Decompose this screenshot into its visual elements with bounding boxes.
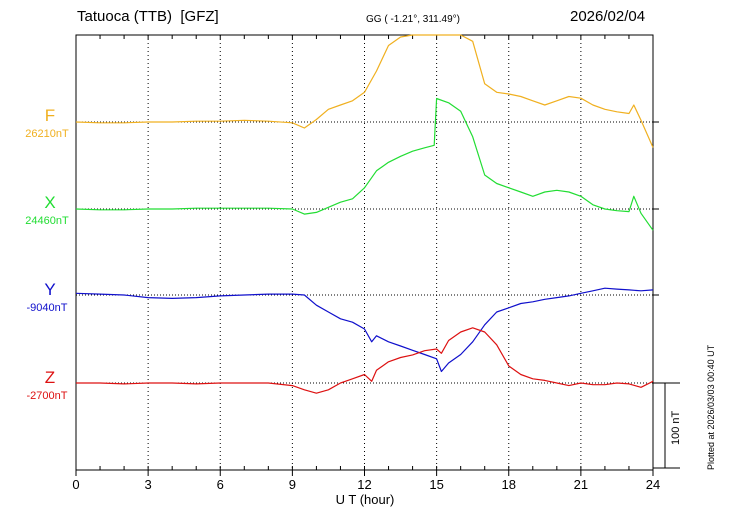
station-coords: GG ( -1.21°, 311.49°) (366, 14, 460, 25)
plot-date: 2026/02/04 (570, 8, 646, 25)
plotted-note: Plotted at 2026/03/03 00:40 UT (706, 344, 716, 470)
x-tick-label: 0 (72, 477, 80, 492)
component-baseline-z: -2700nT (26, 390, 68, 402)
scale-bar-label: 100 nT (670, 410, 682, 445)
x-axis-label: U T (hour) (335, 492, 395, 507)
x-tick-label: 6 (216, 477, 224, 492)
component-baseline-x: 24460nT (25, 215, 69, 227)
component-baseline-f: 26210nT (25, 128, 69, 140)
component-label-f: F (44, 106, 56, 125)
x-tick-label: 9 (288, 477, 296, 492)
x-tick-label: 15 (429, 477, 444, 492)
station-title: Tatuoca (TTB) [GFZ] (77, 8, 219, 25)
x-tick-label: 3 (144, 477, 152, 492)
component-label-x: X (44, 193, 56, 212)
plot-frame (75, 34, 654, 471)
series-line-f (75, 34, 654, 148)
x-tick-label: 18 (501, 477, 516, 492)
x-tick-label: 21 (573, 477, 589, 492)
series-line-z (76, 327, 654, 394)
x-tick-label: 12 (357, 477, 372, 492)
series-line-x (75, 97, 654, 231)
component-baseline-y: -9040nT (26, 302, 68, 314)
component-label-z: Z (44, 368, 56, 387)
x-tick-label: 24 (645, 477, 661, 492)
component-label-y: Y (44, 280, 56, 299)
